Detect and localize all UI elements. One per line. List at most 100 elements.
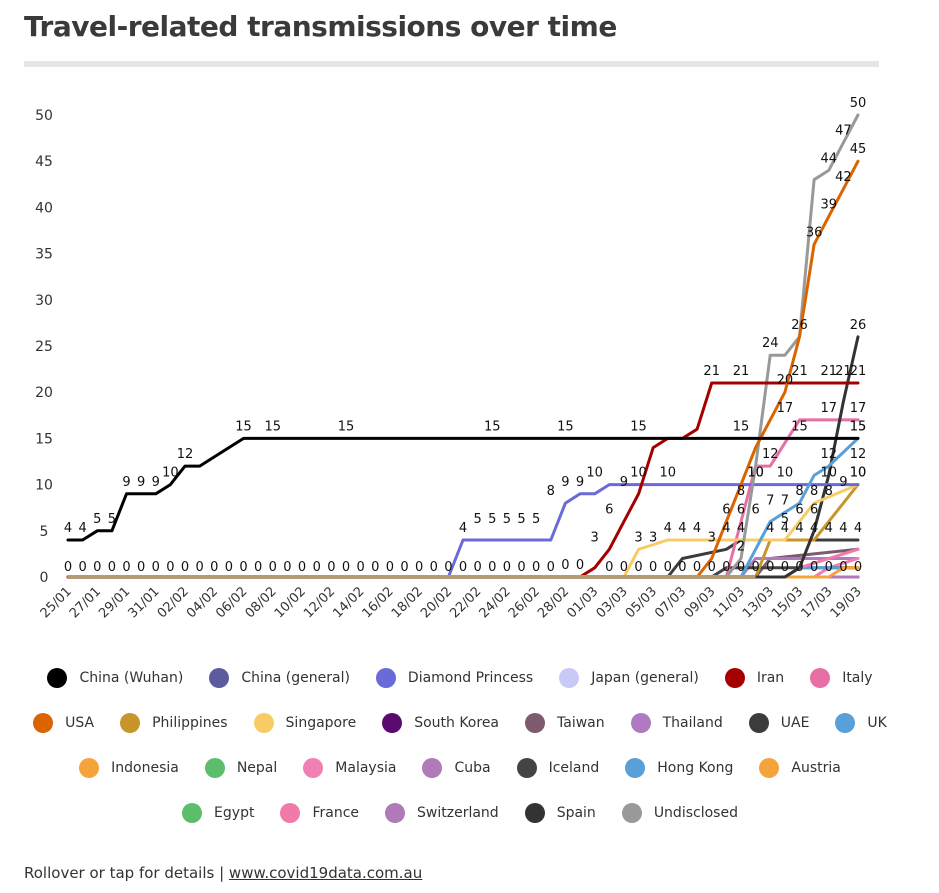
data-label: 15	[733, 419, 750, 434]
data-label: 10	[850, 466, 867, 481]
data-label: 0	[576, 558, 584, 573]
y-tick-label: 15	[35, 431, 53, 447]
data-label: 4	[795, 521, 803, 536]
legend-item[interactable]: Italy	[810, 655, 873, 700]
legend-label: USA	[65, 714, 95, 731]
legend-item[interactable]: Malaysia	[303, 745, 396, 790]
x-tick-label: 19/03	[828, 584, 865, 621]
data-label: 0	[737, 560, 745, 575]
legend-item[interactable]: Iran	[724, 655, 785, 700]
legend-item[interactable]: China (general)	[209, 655, 350, 700]
x-tick-label: 15/03	[769, 584, 806, 621]
legend-label: South Korea	[414, 714, 500, 731]
data-label: 0	[722, 560, 730, 575]
series-line[interactable]	[66, 159, 860, 579]
legend-item[interactable]: Spain	[524, 790, 596, 835]
x-tick-label: 27/01	[67, 584, 104, 621]
data-label: 0	[444, 560, 452, 575]
legend-item[interactable]: Hong Kong	[625, 745, 733, 790]
series-line[interactable]	[66, 113, 860, 579]
x-tick-label: 17/03	[798, 584, 835, 621]
data-label: 15	[265, 419, 282, 434]
data-label: 21	[820, 364, 837, 379]
y-tick-label: 45	[35, 154, 53, 170]
y-tick-label: 10	[35, 478, 53, 494]
legend-label: Egypt	[214, 804, 255, 821]
series-line[interactable]	[66, 436, 860, 542]
data-label: 0	[503, 560, 511, 575]
legend-label: Iran	[756, 669, 785, 686]
x-tick-label: 02/02	[155, 584, 192, 621]
legend-item[interactable]: South Korea	[382, 700, 499, 745]
legend-item[interactable]: Philippines	[120, 700, 228, 745]
data-label: 0	[664, 560, 672, 575]
legend-item[interactable]: Singapore	[253, 700, 356, 745]
data-label: 15	[338, 419, 355, 434]
legend-item[interactable]: Austria	[759, 745, 841, 790]
series-line[interactable]	[66, 483, 860, 579]
chart-legend: China (Wuhan) China (general) Diamond Prin…	[20, 655, 900, 835]
data-label: 4	[737, 521, 745, 536]
data-label: 17	[777, 401, 794, 416]
series-line[interactable]	[66, 335, 860, 579]
x-tick-label: 29/01	[96, 584, 133, 621]
legend-item[interactable]: Nepal	[204, 745, 277, 790]
series-line[interactable]	[66, 436, 860, 579]
legend-item[interactable]: Taiwan	[525, 700, 605, 745]
legend-item[interactable]: Egypt	[182, 790, 254, 835]
legend-item[interactable]: Japan (general)	[559, 655, 699, 700]
data-label: 5	[503, 512, 511, 527]
legend-item[interactable]: Indonesia	[79, 745, 179, 790]
data-label: 8	[825, 484, 833, 499]
data-label: 0	[708, 560, 716, 575]
legend-item[interactable]: France	[280, 790, 359, 835]
x-tick-label: 03/03	[594, 584, 631, 621]
legend-swatch	[120, 712, 141, 733]
x-tick-label: 20/02	[418, 584, 455, 621]
legend-swatch	[525, 712, 546, 733]
data-label: 0	[166, 560, 174, 575]
legend-item[interactable]: Diamond Princess	[375, 655, 533, 700]
data-label: 15	[850, 419, 867, 434]
legend-label: Japan (general)	[591, 669, 699, 686]
data-label: 5	[532, 512, 540, 527]
y-tick-label: 40	[35, 200, 53, 216]
legend-item[interactable]: Iceland	[516, 745, 599, 790]
legend-swatch	[253, 712, 274, 733]
y-tick-label: 35	[35, 247, 53, 263]
data-label: 0	[225, 560, 233, 575]
x-tick-label: 28/02	[535, 584, 572, 621]
legend-item[interactable]: UAE	[748, 700, 810, 745]
data-label: 0	[605, 560, 613, 575]
line-chart[interactable]: 0510152025303540455025/0127/0129/0131/01…	[0, 0, 939, 650]
legend-item[interactable]: Undisclosed	[621, 790, 738, 835]
series-line[interactable]	[66, 483, 860, 579]
data-label: 8	[737, 484, 745, 499]
legend-swatch	[559, 667, 580, 688]
data-label: 0	[473, 560, 481, 575]
data-label: 10	[820, 466, 837, 481]
data-label: 10	[777, 466, 794, 481]
legend-item[interactable]: China (Wuhan)	[47, 655, 183, 700]
data-label: 4	[781, 521, 789, 536]
legend-swatch	[524, 802, 545, 823]
source-link[interactable]: www.covid19data.com.au	[228, 864, 423, 882]
legend-item[interactable]: Thailand	[630, 700, 723, 745]
data-label: 9	[122, 475, 130, 490]
legend-item[interactable]: UK	[835, 700, 887, 745]
legend-swatch	[810, 667, 831, 688]
data-label: 5	[517, 512, 525, 527]
legend-item[interactable]: USA	[33, 700, 94, 745]
series-line[interactable]	[66, 381, 860, 579]
legend-label: Hong Kong	[657, 759, 734, 776]
data-label: 0	[532, 560, 540, 575]
legend-item[interactable]: Cuba	[422, 745, 491, 790]
data-label: 5	[108, 512, 116, 527]
data-label: 0	[620, 560, 628, 575]
legend-label: UAE	[780, 714, 810, 731]
legend-item[interactable]: Switzerland	[385, 790, 499, 835]
legend-swatch	[79, 757, 100, 778]
y-tick-label: 5	[40, 524, 49, 540]
legend-swatch	[204, 757, 225, 778]
x-tick-label: 24/02	[477, 584, 514, 621]
